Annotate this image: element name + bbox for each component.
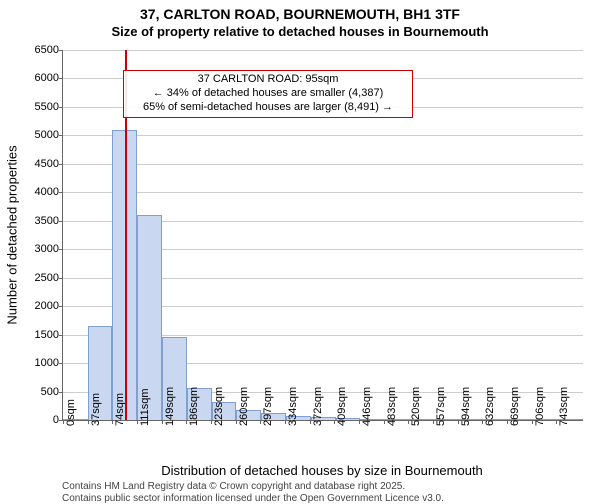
grid-line [63,164,583,165]
x-axis-title: Distribution of detached houses by size … [62,463,582,478]
plot-area: 0500100015002000250030003500400045005000… [62,50,583,421]
annotation-box: 37 CARLTON ROAD: 95sqm← 34% of detached … [123,70,413,117]
x-tick-label: 0sqm [65,399,77,426]
x-tick-label: 37sqm [90,393,102,426]
x-tick-mark [236,420,237,424]
x-tick-mark [285,420,286,424]
y-tick-label: 3500 [35,215,63,227]
x-tick-mark [310,420,311,424]
footer-line-2: Contains public sector information licen… [62,493,444,504]
x-tick-mark [63,420,64,424]
grid-line [63,50,583,51]
y-tick-label: 6500 [35,44,63,56]
y-tick-label: 1000 [35,357,63,369]
x-tick-label: 743sqm [558,387,570,426]
x-tick-mark [137,420,138,424]
x-tick-label: 632sqm [484,387,496,426]
x-tick-label: 111sqm [139,388,151,426]
x-tick-mark [162,420,163,424]
x-tick-mark [507,420,508,424]
y-tick-label: 4500 [35,158,63,170]
annotation-line-2: 65% of semi-detached houses are larger (… [128,101,408,115]
grid-line [63,135,583,136]
y-axis-title: Number of detached properties [5,145,20,324]
y-tick-label: 0 [53,414,63,426]
y-tick-label: 1500 [35,329,63,341]
footer-line-1: Contains HM Land Registry data © Crown c… [62,481,405,492]
x-tick-label: 409sqm [336,387,348,426]
x-tick-mark [458,420,459,424]
x-tick-label: 223sqm [213,387,225,426]
x-tick-label: 186sqm [188,387,200,426]
x-tick-label: 446sqm [361,387,373,426]
y-tick-label: 2500 [35,272,63,284]
x-tick-label: 149sqm [164,387,176,426]
y-tick-label: 500 [41,386,63,398]
x-tick-label: 297sqm [262,387,274,426]
x-tick-mark [433,420,434,424]
x-tick-label: 557sqm [435,387,447,426]
annotation-line-0: 37 CARLTON ROAD: 95sqm [128,73,408,87]
x-tick-label: 594sqm [460,387,472,426]
x-tick-label: 483sqm [386,387,398,426]
y-tick-label: 6000 [35,72,63,84]
annotation-line-1: ← 34% of detached houses are smaller (4,… [128,87,408,101]
x-tick-label: 706sqm [534,387,546,426]
chart-title: 37, CARLTON ROAD, BOURNEMOUTH, BH1 3TF [0,6,600,22]
y-tick-label: 4000 [35,186,63,198]
chart-container: 37, CARLTON ROAD, BOURNEMOUTH, BH1 3TF S… [0,0,600,500]
x-tick-label: 520sqm [410,387,422,426]
x-tick-mark [211,420,212,424]
x-tick-label: 669sqm [509,387,521,426]
x-tick-label: 334sqm [287,387,299,426]
grid-line [63,192,583,193]
x-tick-mark [359,420,360,424]
chart-subtitle: Size of property relative to detached ho… [0,24,600,39]
x-tick-mark [532,420,533,424]
x-tick-mark [88,420,89,424]
y-tick-label: 5000 [35,129,63,141]
x-tick-mark [384,420,385,424]
y-tick-label: 3000 [35,243,63,255]
x-tick-label: 260sqm [238,387,250,426]
y-tick-label: 2000 [35,300,63,312]
y-tick-label: 5500 [35,101,63,113]
x-tick-label: 372sqm [312,387,324,426]
